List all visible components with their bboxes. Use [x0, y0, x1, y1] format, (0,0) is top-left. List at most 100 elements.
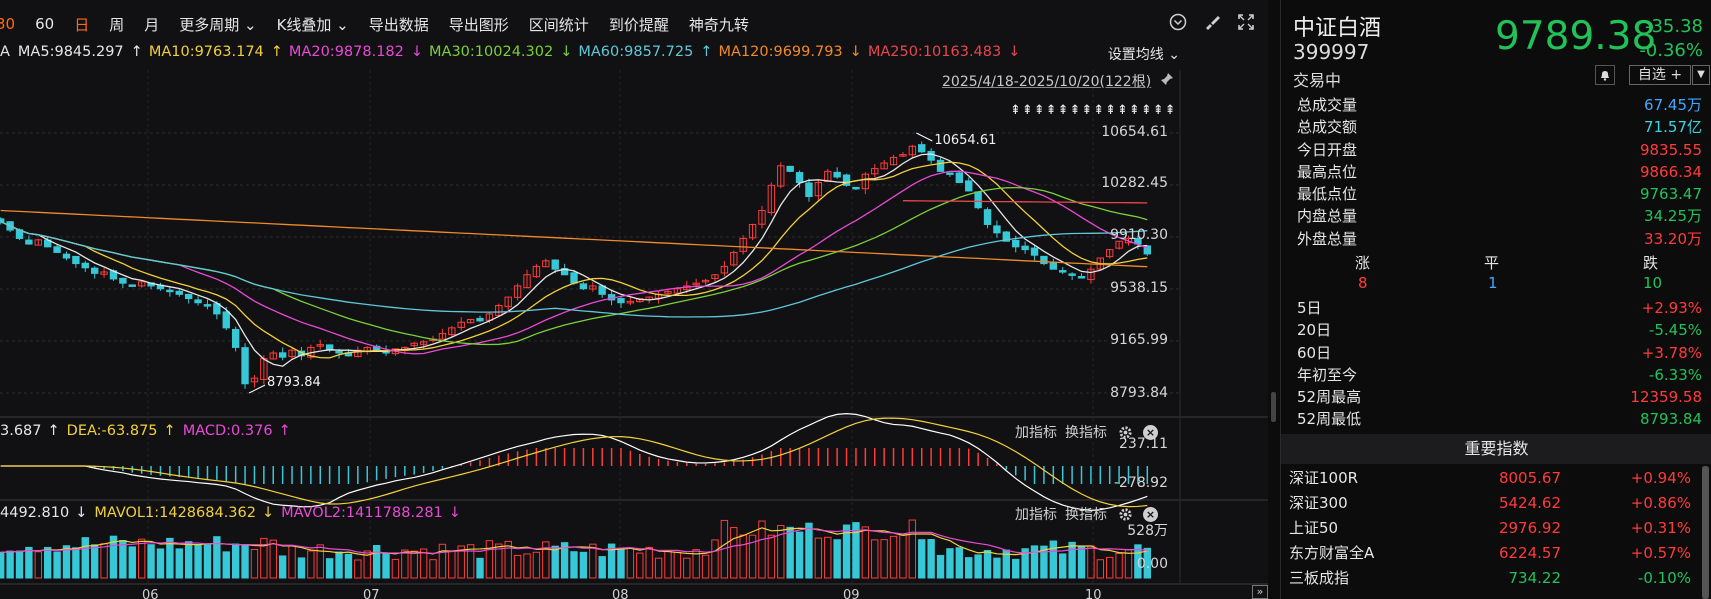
index-row[interactable]: 东方财富全A 6224.57 +0.57%	[1281, 541, 1701, 566]
volume-switch-indicator-button[interactable]: 换指标	[1065, 507, 1107, 523]
toolbar-item-3[interactable]: 周	[109, 15, 125, 34]
candle-body	[542, 260, 550, 268]
ma-trend-arrow: ↓	[560, 44, 573, 60]
pane-splitter[interactable]	[1268, 0, 1280, 599]
volume-bar	[993, 557, 1001, 579]
toolbar-item-11[interactable]: 神奇九转	[688, 15, 749, 34]
volume-bar	[955, 547, 964, 579]
low-annotation: 8793.84	[267, 375, 321, 390]
date-range-label[interactable]: 2025/4/18-2025/10/20(122根)	[942, 74, 1152, 90]
volume-y-bottom: 0.00	[1136, 556, 1168, 572]
stat-row: 外盘总量 33.20万	[1281, 228, 1711, 250]
candle-body	[231, 328, 240, 348]
stat-row: 最高点位 9866.34	[1281, 161, 1711, 183]
candle-body	[664, 291, 672, 294]
volume-bar	[203, 544, 212, 579]
volume-bar	[109, 535, 118, 579]
ma120-line	[0, 209, 1148, 268]
volume-bar	[983, 550, 992, 579]
y-label-3: 9910.30	[1110, 227, 1168, 243]
ma-settings-button[interactable]: 设置均线 ⌄	[1107, 47, 1180, 63]
stat-value: 12359.58	[1630, 388, 1702, 407]
index-pct-cell: +0.31%	[1630, 519, 1691, 537]
index-row[interactable]: 深证300 5424.62 +0.86%	[1281, 491, 1701, 516]
toolbar-item-8[interactable]: 导出图形	[448, 15, 509, 34]
toolbar-item-5[interactable]: 更多周期 ⌄	[179, 15, 257, 34]
add-watchlist-button[interactable]: 自选 +	[1629, 65, 1691, 85]
volume-bar	[579, 551, 588, 579]
draw-brush-icon[interactable]	[1202, 12, 1222, 32]
volume-bar	[513, 554, 522, 579]
candle-body	[570, 272, 578, 284]
volume-bar	[81, 537, 89, 579]
index-row[interactable]: 三板成指 734.22 -0.10%	[1281, 566, 1701, 591]
volume-bar	[485, 540, 494, 579]
volume-legend: 4492.810 ↓ MAVOL1:1428684.362 ↓ MAVOL2:14117…	[0, 505, 468, 521]
volume-bar	[166, 537, 174, 579]
index-name: 中证白酒	[1293, 16, 1382, 41]
index-pct-cell: -0.10%	[1637, 569, 1691, 587]
volume-bar	[786, 526, 794, 579]
toolbar-item-9[interactable]: 区间统计	[528, 15, 589, 34]
stat-value: 67.45万	[1644, 96, 1702, 114]
fullscreen-icon[interactable]	[1236, 12, 1256, 32]
bell-icon[interactable]	[1595, 65, 1615, 85]
volume-bar	[354, 559, 362, 579]
volume-bar	[1068, 541, 1076, 579]
toolbar-item-4[interactable]: 月	[144, 15, 160, 34]
stat-row: 5日 +2.93%	[1281, 297, 1711, 319]
toolbar-item-6[interactable]: K线叠加 ⌄	[276, 15, 349, 34]
candle-body	[899, 154, 907, 157]
volume-bar	[34, 551, 42, 579]
candle-body	[974, 191, 982, 209]
index-value-cell: 2976.92	[1498, 519, 1561, 537]
volume-bar	[504, 540, 512, 579]
chart-canvas[interactable]	[0, 0, 1268, 599]
y-label-4: 9538.15	[1110, 280, 1168, 296]
volume-bar	[278, 555, 287, 579]
candle-body	[758, 209, 766, 225]
stat-row: 60日 +3.78%	[1281, 342, 1711, 364]
volume-bar	[156, 548, 165, 579]
index-row[interactable]: 上证50 2976.92 +0.31%	[1281, 516, 1701, 541]
volume-bar	[880, 539, 888, 579]
gear-icon[interactable]	[1115, 504, 1135, 524]
macd-switch-indicator-button[interactable]: 换指标	[1065, 425, 1107, 441]
volume-bar	[476, 557, 484, 579]
candle-body	[1077, 276, 1086, 279]
stat-label: 总成交额	[1297, 118, 1358, 137]
toolbar-item-10[interactable]: 到价提醒	[608, 15, 669, 34]
stat-value: 9763.47	[1639, 185, 1702, 204]
close-icon[interactable]: ×	[1143, 506, 1158, 522]
volume-bar	[824, 536, 832, 579]
candle-body	[880, 162, 888, 170]
watchlist-dropdown-icon[interactable]: ▼	[1692, 65, 1710, 85]
price-change-pct: -0.36%	[1639, 40, 1703, 61]
gear-icon[interactable]	[1115, 422, 1135, 442]
toolbar-item-0[interactable]: 30	[0, 15, 16, 33]
performance-stats: 5日 +2.93% 20日 -5.45% 60日 +3.78% 年初至今 -6.33% 52周最…	[1281, 297, 1711, 431]
candle-body	[589, 285, 597, 290]
candle-body	[861, 173, 870, 190]
stat-value: 71.57亿	[1644, 118, 1702, 137]
volume-add-indicator-button[interactable]: 加指标	[1015, 507, 1057, 523]
toolbar-item-1[interactable]: 60	[35, 15, 55, 33]
toolbar-item-2[interactable]: 日	[74, 15, 90, 34]
stat-label: 60日	[1297, 343, 1332, 362]
expand-right-icon[interactable]: »	[1252, 585, 1268, 599]
stat-label: 5日	[1297, 299, 1322, 317]
stat-label: 总成交量	[1297, 96, 1358, 114]
close-icon[interactable]: ×	[1143, 424, 1158, 440]
kline-chart-pane[interactable]: 30 60 日周月更多周期 ⌄ K线叠加 ⌄ 导出数据 导出图形 区间统计 到价提醒 神奇九转 …	[0, 0, 1268, 599]
stat-value: +3.78%	[1641, 343, 1702, 362]
indices-scrollbar[interactable]	[1702, 466, 1709, 599]
index-row[interactable]: 深证100R 8005.67 +0.94%	[1281, 466, 1701, 491]
macd-add-indicator-button[interactable]: 加指标	[1015, 425, 1057, 441]
volume-bar	[147, 544, 155, 579]
candle-body	[842, 174, 851, 186]
toolbar-item-7[interactable]: 导出数据	[368, 15, 429, 34]
index-value-cell: 6224.57	[1498, 544, 1561, 562]
collapse-circle-icon[interactable]	[1168, 12, 1188, 32]
ma-trend-arrow: ↓	[849, 44, 862, 60]
pin-icon[interactable]	[1160, 72, 1174, 90]
